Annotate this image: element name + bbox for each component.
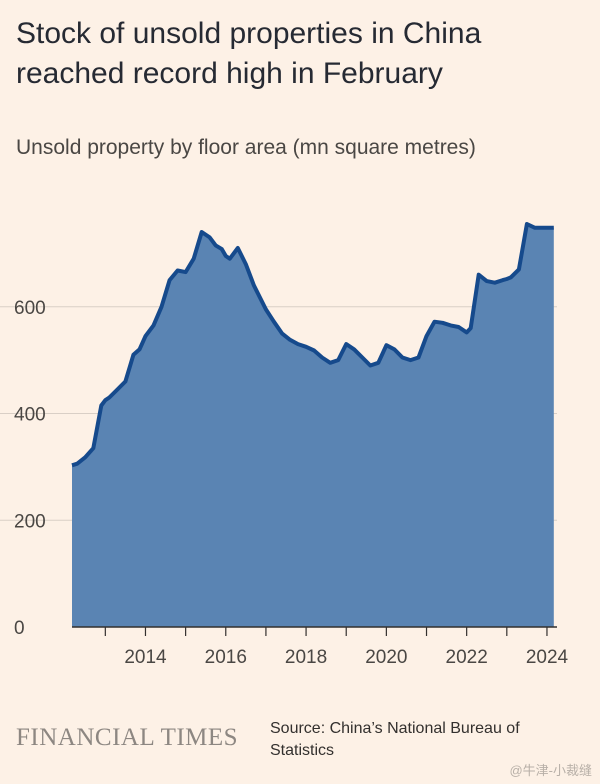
source-note: Source: China’s National Bureau of Stati… bbox=[270, 720, 520, 759]
x-tick-label: 2022 bbox=[446, 647, 488, 668]
series-area bbox=[72, 224, 554, 627]
tick-labels: 0 200 400 600 2014 2016 2018 2020 2022 2024 bbox=[14, 298, 569, 668]
y-tick-label: 200 bbox=[14, 511, 46, 532]
x-tick-label: 2016 bbox=[205, 647, 247, 668]
series-line bbox=[71, 222, 554, 468]
x-tick-label: 2024 bbox=[526, 647, 569, 668]
y-tick-label: 0 bbox=[14, 618, 25, 639]
x-axis bbox=[72, 626, 557, 636]
chart-subtitle: Unsold property by floor area (mn square… bbox=[16, 136, 476, 159]
watermark: @牛津-小裁缝 bbox=[509, 763, 592, 778]
x-tick-label: 2014 bbox=[124, 647, 167, 668]
x-tick-label: 2020 bbox=[365, 647, 407, 668]
brand-logo: FINANCIAL TIMES bbox=[16, 724, 239, 751]
y-tick-label: 600 bbox=[14, 298, 46, 319]
chart-canvas: 0 200 400 600 2014 2016 2018 2020 2022 2024 bbox=[0, 222, 569, 668]
y-tick-label: 400 bbox=[14, 405, 46, 426]
x-tick-label: 2018 bbox=[285, 647, 327, 668]
chart-title: Stock of unsold properties in China reac… bbox=[16, 17, 482, 90]
